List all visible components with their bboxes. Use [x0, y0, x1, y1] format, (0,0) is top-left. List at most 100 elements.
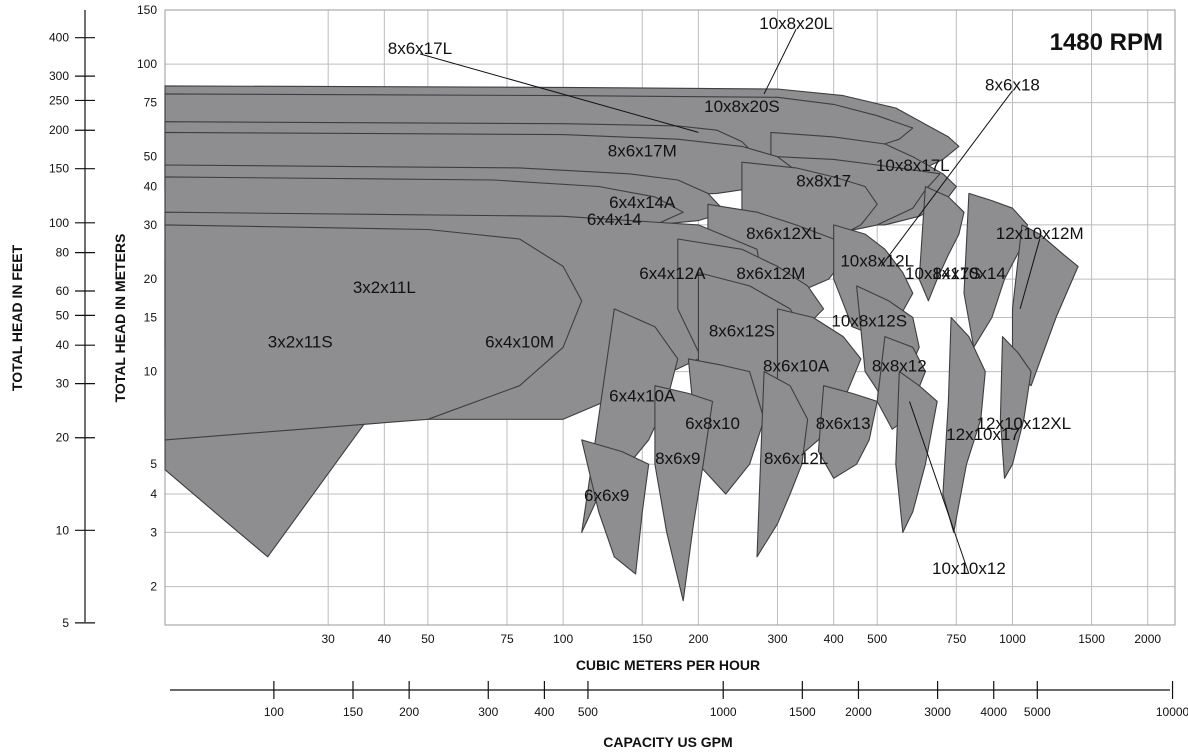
x-tick-label: 40: [378, 632, 392, 646]
model-label: 6x4x14A: [609, 193, 676, 212]
y-tick-label: 2: [150, 580, 157, 594]
model-label: 6x6x9: [584, 486, 629, 505]
y-tick-label: 40: [144, 180, 158, 194]
y-tick-label: 100: [137, 57, 157, 71]
x-tick-label: 200: [688, 632, 708, 646]
gpm-tick-label: 200: [399, 705, 419, 719]
y-tick-label: 3: [150, 525, 157, 539]
gpm-tick-label: 2000: [845, 705, 872, 719]
y-tick-label: 30: [144, 218, 158, 232]
feet-tick-label: 150: [49, 162, 69, 176]
x-tick-label: 2000: [1134, 632, 1161, 646]
model-label: 8x8x17: [796, 172, 851, 191]
model-label: 8x6x17M: [608, 142, 677, 161]
x-axis-title: CUBIC METERS PER HOUR: [576, 657, 760, 673]
model-label: 6x4x12A: [639, 264, 706, 283]
gpm-tick-label: 100: [264, 705, 284, 719]
y2-axis-title: TOTAL HEAD IN FEET: [9, 244, 25, 391]
gpm-tick-label: 4000: [980, 705, 1007, 719]
gpm-tick-label: 1500: [789, 705, 816, 719]
gpm-tick-label: 5000: [1024, 705, 1051, 719]
model-label: 8x6x12S: [709, 322, 775, 341]
curve-8x6x9: [654, 385, 714, 602]
feet-tick-label: 20: [56, 431, 70, 445]
x-tick-label: 1500: [1078, 632, 1105, 646]
curve-8x6x12L: [756, 371, 809, 558]
x-tick-label: 75: [500, 632, 514, 646]
y-tick-label: 15: [144, 311, 158, 325]
chart-title: 1480 RPM: [1050, 29, 1163, 56]
gpm-tick-label: 300: [478, 705, 498, 719]
leader-line: [909, 401, 970, 575]
model-label: 8x6x12L: [764, 449, 828, 468]
curve-10x8x17S: [918, 185, 965, 302]
y-tick-label: 10: [144, 365, 158, 379]
model-label: 8x6x10A: [763, 357, 830, 376]
pump-curves: [164, 85, 1079, 602]
model-label: 14x10x14: [932, 264, 1006, 283]
model-label: 8x6x13: [816, 414, 871, 433]
model-label: 6x4x10A: [609, 386, 676, 405]
gpm-tick-label: 1000: [710, 705, 737, 719]
feet-tick-label: 80: [56, 246, 70, 260]
x-tick-label: 500: [867, 632, 887, 646]
y-tick-label: 50: [144, 150, 158, 164]
curve-12x10x17: [942, 316, 986, 533]
feet-tick-label: 60: [56, 284, 70, 298]
feet-tick-label: 250: [49, 93, 69, 107]
model-label: 10x8x12L: [840, 251, 914, 270]
feet-tick-label: 100: [49, 216, 69, 230]
model-label: 12x10x12M: [996, 224, 1084, 243]
gpm-tick-label: 500: [578, 705, 598, 719]
model-label: 10x8x17S: [905, 264, 981, 283]
y-axis-title: TOTAL HEAD IN METERS: [112, 234, 128, 403]
curve-6x6x9: [581, 439, 650, 575]
model-labels: 10x8x20L 10x8x20S 8x6x17L 8x6x18 10x8x17L 8x6…: [268, 14, 1084, 578]
model-label: 8x6x12M: [736, 264, 805, 283]
y-tick-label: 20: [144, 272, 158, 286]
x-tick-label: 750: [946, 632, 966, 646]
model-label: 10x8x17L: [876, 156, 950, 175]
model-label: 6x8x10: [685, 414, 740, 433]
model-label: 8x6x18: [985, 76, 1040, 95]
x-tick-label: 400: [824, 632, 844, 646]
curve-8x6x13: [817, 385, 878, 479]
x-tick-label: 50: [421, 632, 435, 646]
x-tick-label: 150: [632, 632, 652, 646]
gpm-tick-label: 150: [343, 705, 363, 719]
y-tick-label: 150: [137, 3, 157, 17]
gpm-tick-label: 10000: [1156, 705, 1188, 719]
curve-6x4x10M: [164, 224, 583, 441]
model-label: 6x4x10M: [485, 332, 554, 351]
curve-6x8x10: [687, 358, 765, 495]
gpm-tick-label: 3000: [924, 705, 951, 719]
y-tick-label: 4: [150, 487, 157, 501]
gpm-tick-label: 400: [534, 705, 554, 719]
x-tick-label: 30: [322, 632, 336, 646]
feet-tick-label: 40: [56, 338, 70, 352]
curve-12x10x12XL: [999, 336, 1032, 479]
x2-axis-title: CAPACITY US GPM: [603, 734, 732, 750]
curve-12x10x12M: [1011, 224, 1079, 387]
model-label: 12x10x12XL: [977, 414, 1072, 433]
model-label: 10x10x12: [932, 559, 1006, 578]
curve-14x10x14: [963, 192, 1029, 348]
leader-line: [1019, 238, 1041, 310]
model-label: 6x4x14: [587, 210, 642, 229]
model-label: 8x6x17L: [388, 39, 452, 58]
x-tick-label: 100: [553, 632, 573, 646]
leader-line: [419, 53, 699, 133]
feet-tick-label: 10: [56, 523, 70, 537]
model-label: 8x6x9: [655, 449, 700, 468]
feet-tick-label: 30: [56, 377, 70, 391]
feet-tick-label: 50: [56, 308, 70, 322]
model-label: 10x8x20S: [704, 97, 780, 116]
model-label: 10x8x12S: [831, 312, 907, 331]
y-tick-label: 75: [144, 96, 158, 110]
feet-tick-label: 5: [62, 616, 69, 630]
curve-10x10x12: [895, 371, 938, 533]
model-label: 8x8x12: [872, 357, 927, 376]
model-label: 12x10x17: [946, 425, 1020, 444]
model-label: 3x2x11S: [268, 332, 333, 351]
